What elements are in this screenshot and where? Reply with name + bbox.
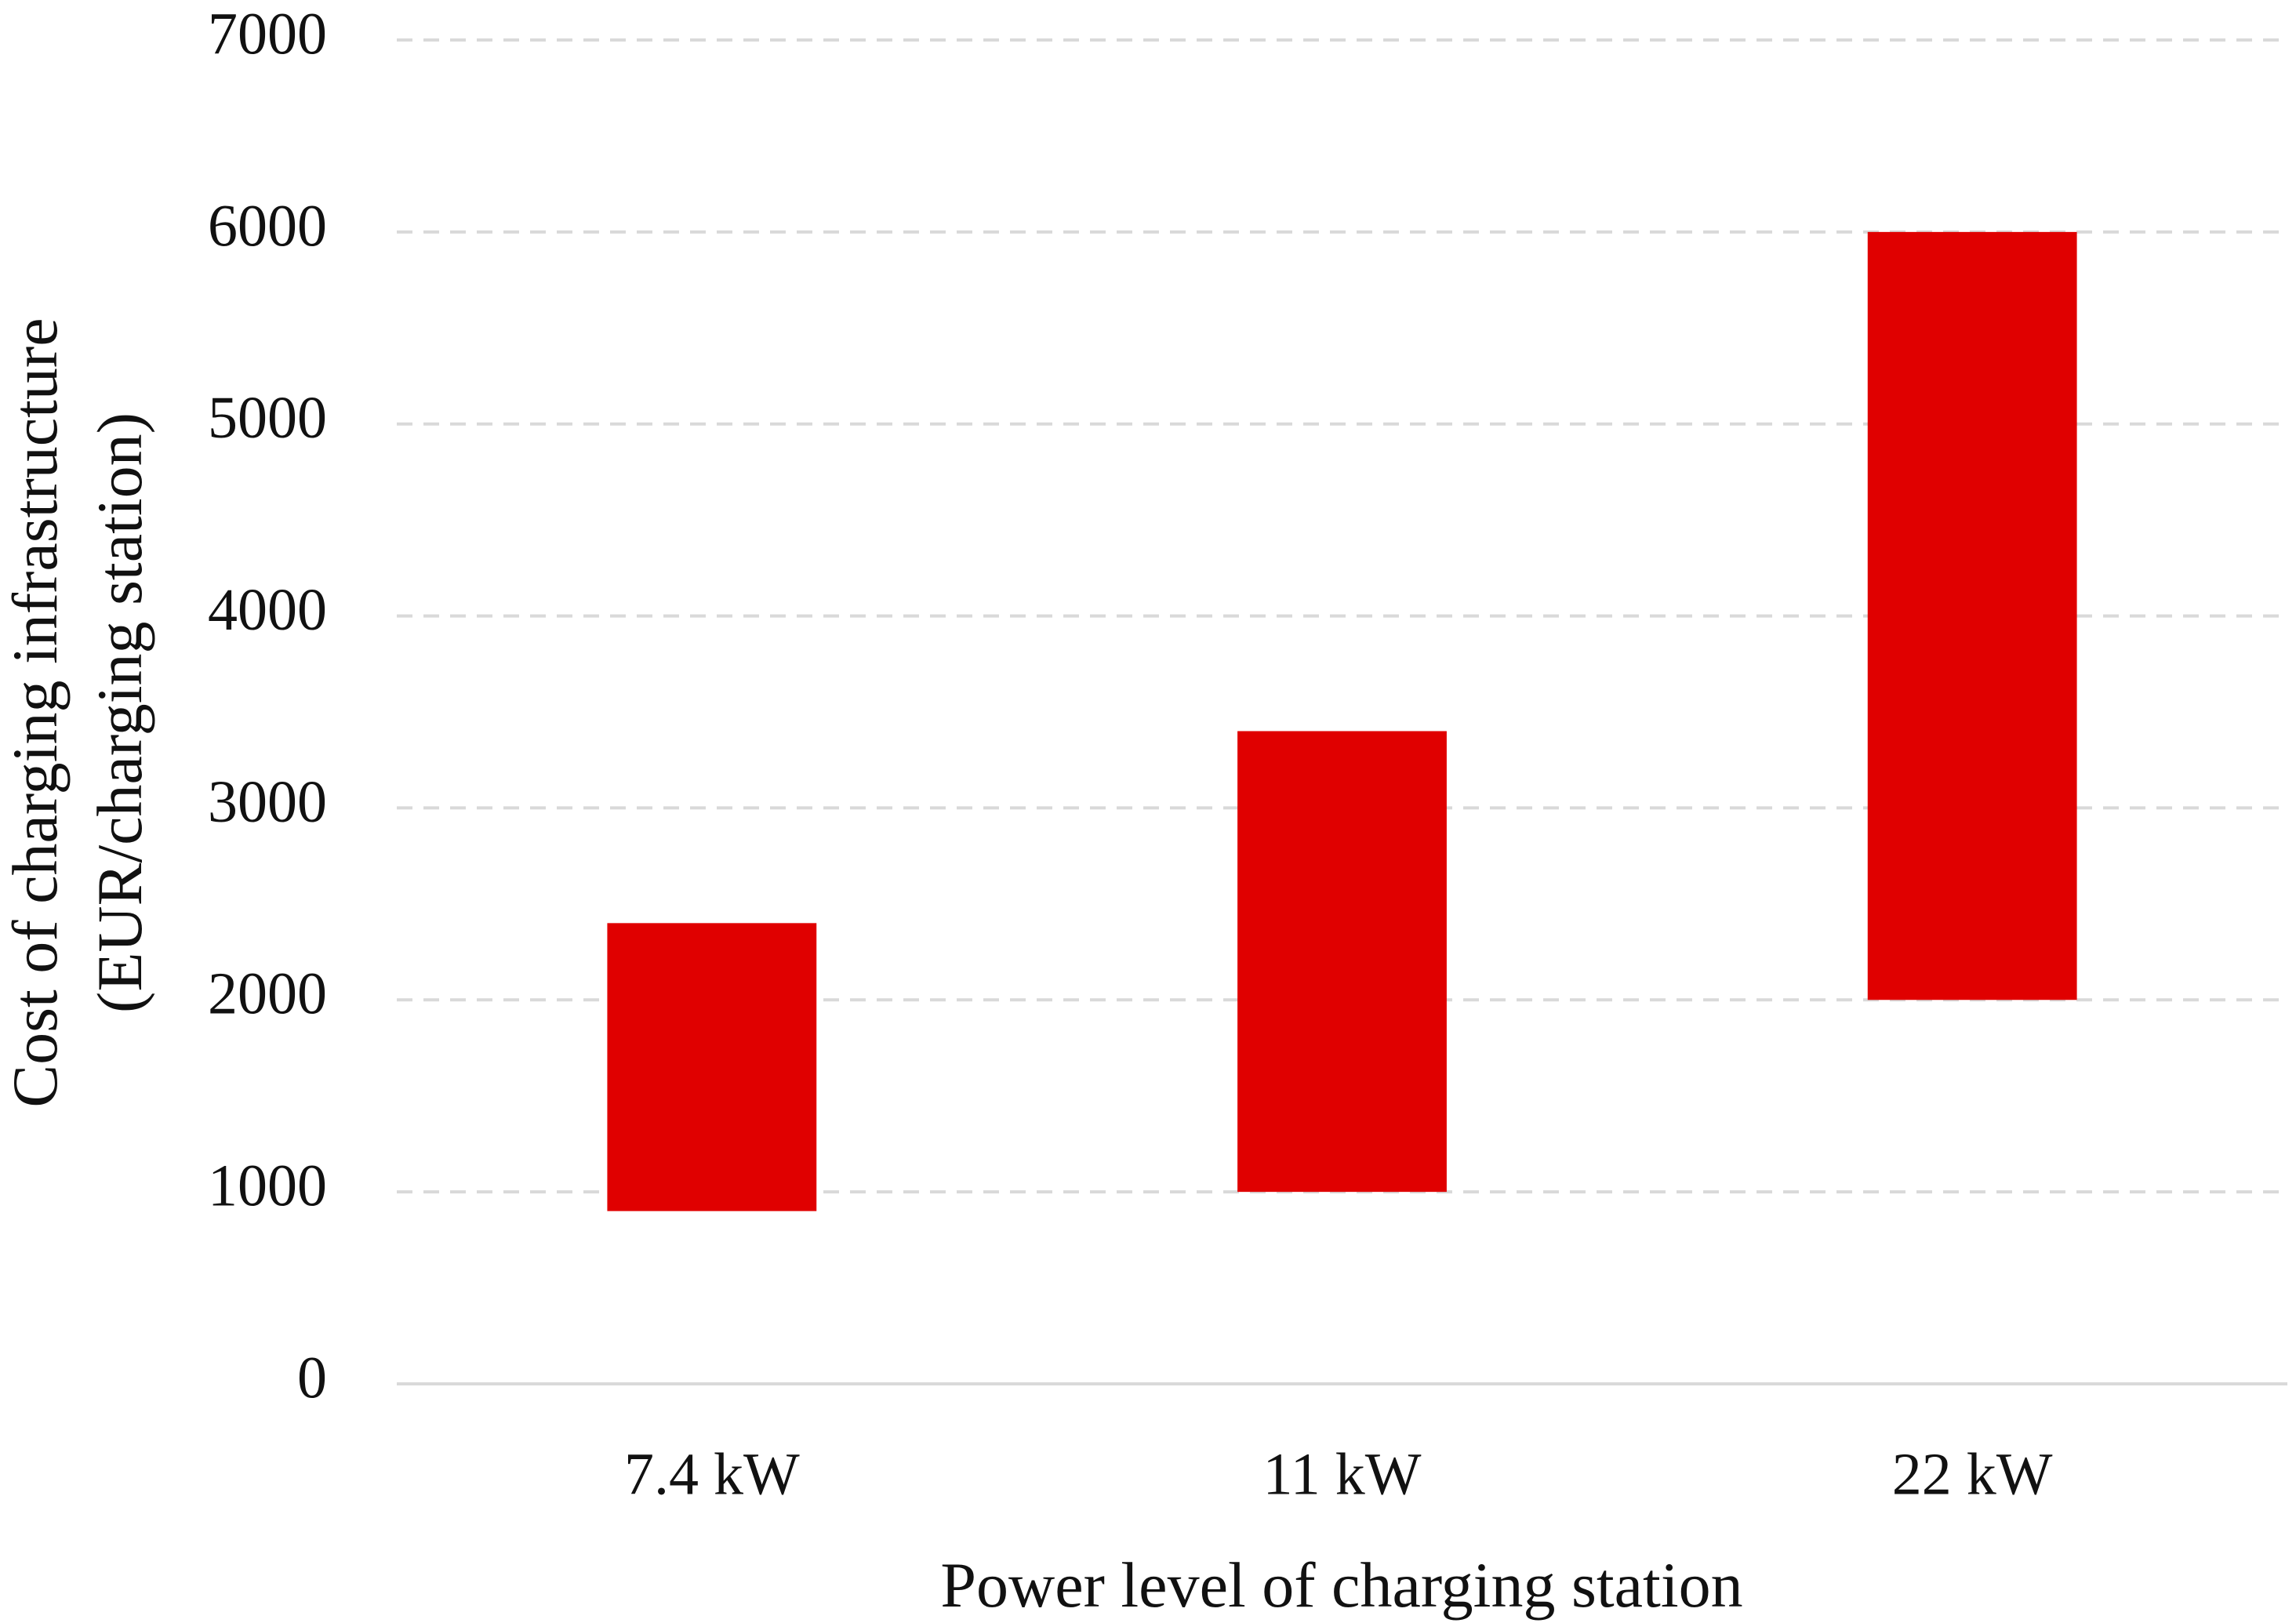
y-tick-label: 5000 — [208, 385, 327, 451]
y-axis-title: (EUR/charging station) — [84, 412, 155, 1013]
x-tick-label: 11 kW — [1263, 1441, 1422, 1507]
bar — [1237, 731, 1447, 1193]
y-tick-label: 1000 — [208, 1153, 327, 1219]
y-tick-label: 0 — [297, 1345, 327, 1411]
x-axis-title: Power level of charging station — [940, 1549, 1742, 1621]
x-tick-label: 7.4 kW — [624, 1441, 800, 1507]
bar — [1867, 231, 2077, 1000]
y-tick-label: 3000 — [208, 769, 327, 835]
y-tick-label: 7000 — [208, 1, 327, 67]
x-tick-label: 22 kW — [1892, 1441, 2053, 1507]
y-tick-label: 6000 — [208, 193, 327, 259]
bar — [607, 923, 817, 1211]
y-tick-label: 2000 — [208, 961, 327, 1027]
y-axis-title: Cost of charging infrastructure — [0, 318, 71, 1107]
y-tick-label: 4000 — [208, 577, 327, 643]
